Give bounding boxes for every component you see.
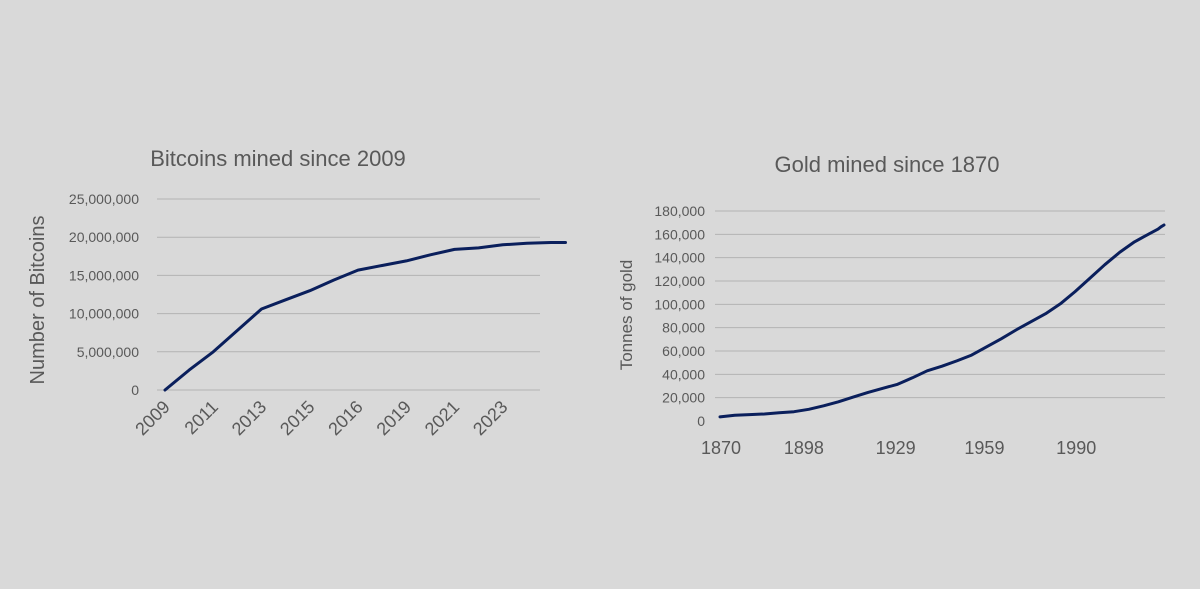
gold-x-tick-label: 1898 (784, 438, 824, 458)
gold-y-tick-label: 0 (697, 413, 705, 429)
gold-x-ticks: 1870 1898 1929 1959 1990 (701, 438, 1096, 458)
bitcoin-x-tick-label: 2019 (373, 397, 415, 439)
gold-y-axis-label: Tonnes of gold (617, 260, 636, 371)
gold-x-tick-label: 1959 (964, 438, 1004, 458)
gold-series-line (718, 223, 1166, 419)
gold-y-tick-label: 160,000 (654, 226, 705, 242)
gold-x-tick-label: 1929 (876, 438, 916, 458)
bitcoin-chart: Bitcoins mined since 2009 Number of Bitc… (27, 146, 567, 439)
gold-chart-title: Gold mined since 1870 (774, 152, 999, 177)
gold-y-tick-label: 140,000 (654, 250, 705, 266)
bitcoin-x-tick-label: 2021 (421, 397, 463, 439)
bitcoin-x-tick-label: 2011 (181, 397, 223, 439)
bitcoin-gridlines (157, 198, 540, 391)
bitcoin-chart-title: Bitcoins mined since 2009 (150, 146, 406, 171)
bitcoin-y-axis-label: Number of Bitcoins (27, 216, 49, 385)
gold-chart: Gold mined since 1870 Tonnes of gold 0 20… (617, 152, 1166, 458)
bitcoin-x-ticks: 2009 2011 2013 2015 2016 2019 2021 2023 (131, 397, 511, 439)
gold-y-tick-label: 80,000 (662, 320, 705, 336)
bitcoin-x-tick-label: 2016 (324, 397, 366, 439)
bitcoin-x-tick-label: 2009 (131, 397, 173, 439)
bitcoin-series-line (163, 241, 567, 392)
bitcoin-y-tick-label: 15,000,000 (69, 267, 139, 283)
gold-y-tick-label: 40,000 (662, 366, 705, 382)
bitcoin-y-tick-label: 20,000,000 (69, 229, 139, 245)
gold-y-ticks: 0 20,000 40,000 60,000 80,000 100,000 120,000 1… (654, 203, 705, 429)
bitcoin-y-ticks: 0 5,000,000 10,000,000 15,000,000 20,000,000… (69, 191, 139, 398)
bitcoin-x-tick-label: 2023 (469, 397, 511, 439)
bitcoin-y-tick-label: 10,000,000 (69, 306, 139, 322)
gold-x-tick-label: 1990 (1056, 438, 1096, 458)
bitcoin-y-tick-label: 5,000,000 (77, 344, 139, 360)
gold-y-tick-label: 180,000 (654, 203, 705, 219)
gold-y-tick-label: 20,000 (662, 390, 705, 406)
bitcoin-y-tick-label: 25,000,000 (69, 191, 139, 207)
gold-gridlines (715, 210, 1165, 399)
gold-y-tick-label: 120,000 (654, 273, 705, 289)
bitcoin-y-tick-label: 0 (131, 382, 139, 398)
bitcoin-x-tick-label: 2013 (228, 397, 270, 439)
gold-x-tick-label: 1870 (701, 438, 741, 458)
gold-y-tick-label: 100,000 (654, 296, 705, 312)
gold-y-tick-label: 60,000 (662, 343, 705, 359)
bitcoin-x-tick-label: 2015 (276, 397, 318, 439)
